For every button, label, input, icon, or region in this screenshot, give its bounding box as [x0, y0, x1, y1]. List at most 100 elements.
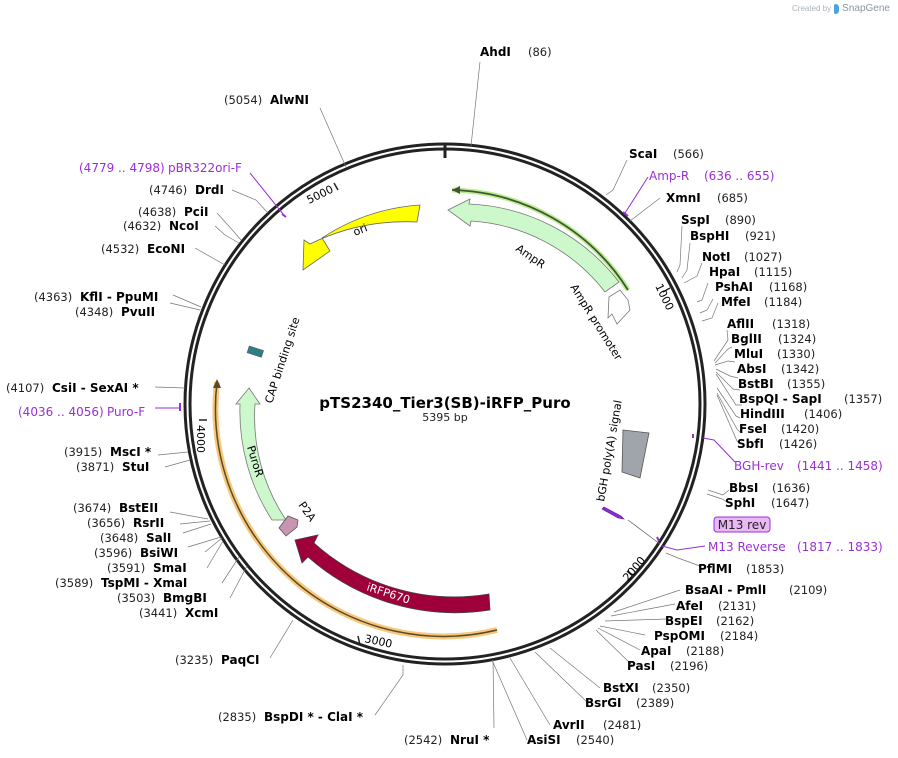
- m13-rev-box[interactable]: M13 rev: [713, 516, 771, 533]
- site-scai[interactable]: ScaI (566): [629, 147, 704, 161]
- site-drui[interactable]: (2542) NruI *: [404, 733, 490, 747]
- site-alwni[interactable]: (5054) AlwNI: [224, 93, 309, 107]
- svg-text:(1115): (1115): [754, 265, 792, 279]
- site-sphi[interactable]: SphI (1647): [725, 496, 809, 510]
- primer-puro-f[interactable]: (4036 .. 4056) Puro-F: [18, 405, 145, 419]
- svg-text:FseI: FseI: [739, 422, 767, 436]
- primer-m13-reverse[interactable]: M13 Reverse (1817 .. 1833): [708, 540, 883, 554]
- site-avrii[interactable]: AvrII (2481): [553, 718, 641, 732]
- ampr-label: AmpR: [513, 242, 548, 272]
- svg-text:BsrGI: BsrGI: [585, 696, 622, 710]
- svg-text:TspMI - XmaI: TspMI - XmaI: [101, 576, 187, 590]
- feature-ampr-promoter[interactable]: AmpR promoter: [567, 282, 631, 363]
- site-paqci[interactable]: (3235) PaqCI: [175, 653, 259, 667]
- svg-text:BmgBI: BmgBI: [163, 591, 207, 605]
- site-tspmi-xmai[interactable]: (3589) TspMI - XmaI: [55, 576, 187, 590]
- feature-bgh-polya[interactable]: bGH poly(A) signal: [594, 399, 650, 503]
- svg-text:(3503): (3503): [117, 591, 155, 605]
- feature-m13-primer-arrow[interactable]: [601, 506, 661, 545]
- site-pcii[interactable]: (4638) PciI: [138, 205, 209, 219]
- svg-text:(1324): (1324): [778, 332, 816, 346]
- bgh-label: bGH poly(A) signal: [594, 399, 625, 502]
- site-aflii[interactable]: AflII (1318): [727, 317, 810, 331]
- site-bspdi-clai[interactable]: (2835) BspDI * - ClaI *: [218, 710, 364, 724]
- site-kfli-ppumi[interactable]: (4363) KflI - PpuMI: [34, 290, 158, 304]
- site-pshai[interactable]: PshAI (1168): [715, 280, 807, 294]
- site-pasi[interactable]: PasI (2196): [627, 659, 708, 673]
- site-bmgbi[interactable]: (3503) BmgBI: [117, 591, 207, 605]
- svg-text:(4532): (4532): [101, 242, 139, 256]
- site-bglii[interactable]: BglII (1324): [731, 332, 816, 346]
- site-ahdi[interactable]: AhdI (86): [480, 45, 552, 59]
- site-bstbi[interactable]: BstBI (1355): [738, 377, 825, 391]
- site-fsei[interactable]: FseI (1420): [739, 422, 819, 436]
- svg-text:PasI: PasI: [627, 659, 655, 673]
- site-bsphi[interactable]: BspHI (921): [690, 229, 776, 243]
- site-hpai[interactable]: HpaI (1115): [709, 265, 792, 279]
- site-sspi[interactable]: SspI (890): [681, 213, 756, 227]
- site-asisi[interactable]: AsiSI (2540): [527, 733, 614, 747]
- m13-rev-label: M13 rev: [718, 518, 767, 532]
- svg-text:(4363): (4363): [34, 290, 72, 304]
- site-smai[interactable]: (3591) SmaI: [107, 561, 187, 575]
- site-bsrgi[interactable]: BsrGI (2389): [585, 696, 674, 710]
- svg-text:NcoI: NcoI: [169, 219, 199, 233]
- tick-3000: 3000: [363, 632, 393, 651]
- site-csii-sexai[interactable]: (4107) CsiI - SexAI *: [6, 381, 139, 395]
- site-ncoi[interactable]: (4632) NcoI: [123, 219, 199, 233]
- site-stui[interactable]: (3871) StuI: [76, 460, 149, 474]
- site-bsiwi[interactable]: (3596) BsiWI: [94, 546, 178, 560]
- site-rsrii[interactable]: (3656) RsrII: [87, 516, 164, 530]
- svg-text:MfeI: MfeI: [721, 295, 751, 309]
- site-pvuii[interactable]: (4348) PvuII: [75, 305, 155, 319]
- site-pflmi[interactable]: PflMI (1853): [698, 562, 784, 576]
- site-afei[interactable]: AfeI (2131): [676, 599, 756, 613]
- svg-text:BspDI * - ClaI *: BspDI * - ClaI *: [264, 710, 364, 724]
- svg-text:CsiI - SexAI *: CsiI - SexAI *: [52, 381, 139, 395]
- site-bsaai-pmli[interactable]: BsaAI - PmlI (2109): [685, 583, 827, 597]
- feature-cap-binding-site[interactable]: CAP binding site: [246, 315, 303, 405]
- site-hindiii[interactable]: HindIII (1406): [740, 407, 842, 421]
- svg-text:(2540): (2540): [576, 733, 614, 747]
- site-sbfi[interactable]: SbfI (1426): [737, 437, 817, 451]
- site-bbsi[interactable]: BbsI (1636): [729, 481, 810, 495]
- svg-text:(3915): (3915): [64, 445, 102, 459]
- site-bspqi-sapi[interactable]: BspQI - SapI (1357): [739, 392, 882, 406]
- site-econi[interactable]: (4532) EcoNI: [101, 242, 185, 256]
- primer-pbr322ori-f[interactable]: (4779 .. 4798) pBR322ori-F: [79, 161, 242, 175]
- svg-text:(1853): (1853): [746, 562, 784, 576]
- site-bspei[interactable]: BspEI (2162): [665, 614, 754, 628]
- svg-text:BsiWI: BsiWI: [140, 546, 178, 560]
- feature-puror[interactable]: PuroR: [235, 387, 287, 521]
- tick-4000: 4000: [194, 425, 207, 453]
- site-mfei[interactable]: MfeI (1184): [721, 295, 802, 309]
- site-bsteii[interactable]: (3674) BstEII: [73, 501, 158, 515]
- site-mlui[interactable]: MluI (1330): [734, 347, 815, 361]
- site-noti[interactable]: NotI (1027): [702, 250, 782, 264]
- site-pspomi[interactable]: PspOMI (2184): [654, 629, 758, 643]
- feature-p2a[interactable]: P2A: [278, 499, 319, 537]
- p2a-label: P2A: [296, 499, 319, 524]
- primer-amp-r[interactable]: Amp-R (636 .. 655): [649, 169, 774, 183]
- site-xcmi[interactable]: (3441) XcmI: [139, 606, 218, 620]
- feature-puror-orf-highlight: [212, 379, 498, 640]
- svg-text:NruI *: NruI *: [450, 733, 490, 747]
- site-sali[interactable]: (3648) SalI: [100, 531, 171, 545]
- site-apai[interactable]: ApaI (2188): [641, 644, 724, 658]
- svg-text:(5054): (5054): [224, 93, 262, 107]
- site-bstxi[interactable]: BstXI (2350): [603, 681, 690, 695]
- svg-text:SphI: SphI: [725, 496, 755, 510]
- svg-text:XcmI: XcmI: [185, 606, 218, 620]
- svg-text:HpaI: HpaI: [709, 265, 740, 279]
- site-msci[interactable]: (3915) MscI *: [64, 445, 152, 459]
- ori-label: ori: [351, 221, 369, 238]
- svg-text:KflI - PpuMI: KflI - PpuMI: [80, 290, 158, 304]
- site-absi[interactable]: AbsI (1342): [737, 362, 819, 376]
- svg-text:(2188): (2188): [686, 644, 724, 658]
- site-xmni[interactable]: XmnI (685): [666, 191, 748, 205]
- svg-text:(4779 .. 4798): (4779 .. 4798): [79, 161, 165, 175]
- svg-text:BbsI: BbsI: [729, 481, 758, 495]
- feature-ori[interactable]: ori: [302, 204, 421, 271]
- primer-bgh-rev[interactable]: BGH-rev (1441 .. 1458): [734, 459, 883, 473]
- site-drdi[interactable]: (4746) DrdI: [149, 183, 224, 197]
